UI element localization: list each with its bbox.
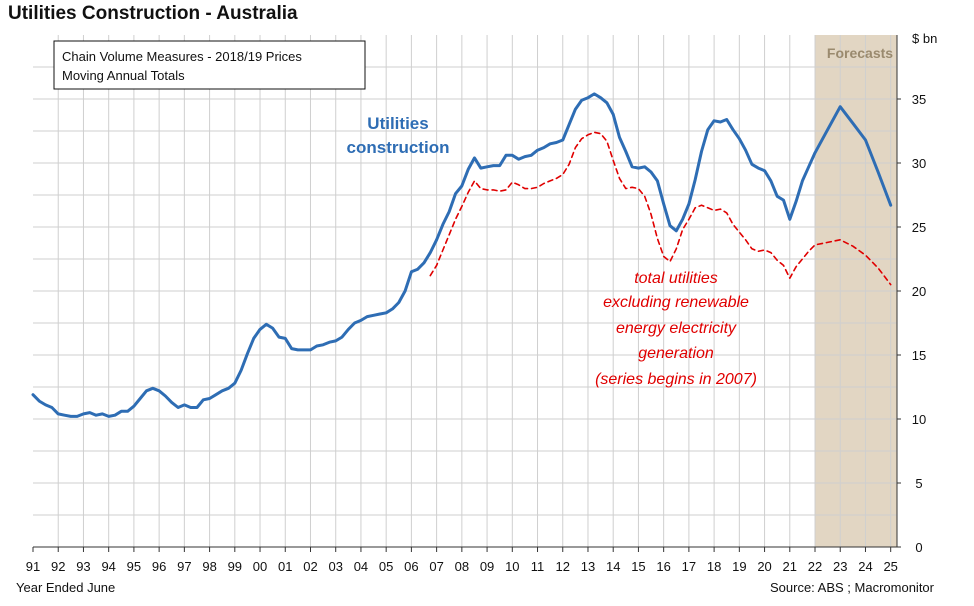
excl-renewables-label-line-1: total utilities xyxy=(634,270,718,287)
x-tick-label: 92 xyxy=(51,559,65,574)
y-tick-label: 10 xyxy=(912,412,926,427)
y-tick-label: 30 xyxy=(912,156,926,171)
x-tick-label: 22 xyxy=(808,559,822,574)
x-tick-label: 17 xyxy=(682,559,696,574)
x-tick-label: 16 xyxy=(656,559,670,574)
excl-renewables-label-line-4: generation xyxy=(638,345,714,362)
x-tick-label: 05 xyxy=(379,559,393,574)
y-axis-unit-label: $ bn xyxy=(912,31,937,46)
excl-renewables-label-line-2: excluding renewable xyxy=(603,294,749,311)
excl-renewables-label-line-5: (series begins in 2007) xyxy=(595,371,757,388)
x-tick-label: 98 xyxy=(202,559,216,574)
x-tick-label: 93 xyxy=(76,559,90,574)
x-tick-label: 11 xyxy=(531,559,545,574)
x-tick-label: 09 xyxy=(480,559,494,574)
y-tick-label: 25 xyxy=(912,220,926,235)
x-tick-label: 19 xyxy=(732,559,746,574)
x-tick-label: 13 xyxy=(581,559,595,574)
x-tick-label: 91 xyxy=(26,559,40,574)
source-note: Source: ABS ; Macromonitor xyxy=(770,580,935,595)
x-tick-label: 06 xyxy=(404,559,418,574)
utilities-construction-label-line-1: Utilities xyxy=(367,114,428,133)
x-tick-label: 03 xyxy=(328,559,342,574)
x-axis-title: Year Ended June xyxy=(16,580,115,595)
x-tick-label: 23 xyxy=(833,559,847,574)
subtitle-box xyxy=(53,40,366,90)
x-tick-label: 94 xyxy=(101,559,115,574)
y-tick-label: 5 xyxy=(915,476,922,491)
x-tick-label: 20 xyxy=(757,559,771,574)
x-tick-label: 96 xyxy=(152,559,166,574)
x-tick-label: 07 xyxy=(429,559,443,574)
series-excl-renewables-line xyxy=(429,131,892,286)
x-tick-label: 10 xyxy=(505,559,519,574)
subtitle-line-2: Moving Annual Totals xyxy=(62,68,185,83)
x-tick-label: 95 xyxy=(127,559,141,574)
chart-title: Utilities Construction - Australia xyxy=(8,3,298,24)
x-tick-label: 08 xyxy=(455,559,469,574)
x-tick-label: 18 xyxy=(707,559,721,574)
x-tick-label: 21 xyxy=(783,559,797,574)
x-tick-label: 15 xyxy=(631,559,645,574)
x-tick-label: 12 xyxy=(556,559,570,574)
y-tick-label: 15 xyxy=(912,348,926,363)
x-tick-label: 99 xyxy=(228,559,242,574)
x-tick-label: 97 xyxy=(177,559,191,574)
x-tick-label: 01 xyxy=(278,559,292,574)
x-tick-label: 04 xyxy=(354,559,368,574)
y-tick-label: 0 xyxy=(915,540,922,555)
x-tick-label: 24 xyxy=(858,559,872,574)
y-tick-label: 20 xyxy=(912,284,926,299)
y-tick-label: 35 xyxy=(912,92,926,107)
x-tick-label: 25 xyxy=(883,559,897,574)
x-tick-label: 02 xyxy=(303,559,317,574)
x-tick-label: 00 xyxy=(253,559,267,574)
utilities-construction-label-line-2: construction xyxy=(347,138,450,157)
forecast-label: Forecasts xyxy=(827,45,893,61)
series-utilities-construction-line xyxy=(31,92,893,418)
excl-renewables-label-line-3: energy electricity xyxy=(616,320,737,337)
subtitle-line-1: Chain Volume Measures - 2018/19 Prices xyxy=(62,49,302,64)
x-tick-label: 14 xyxy=(606,559,620,574)
